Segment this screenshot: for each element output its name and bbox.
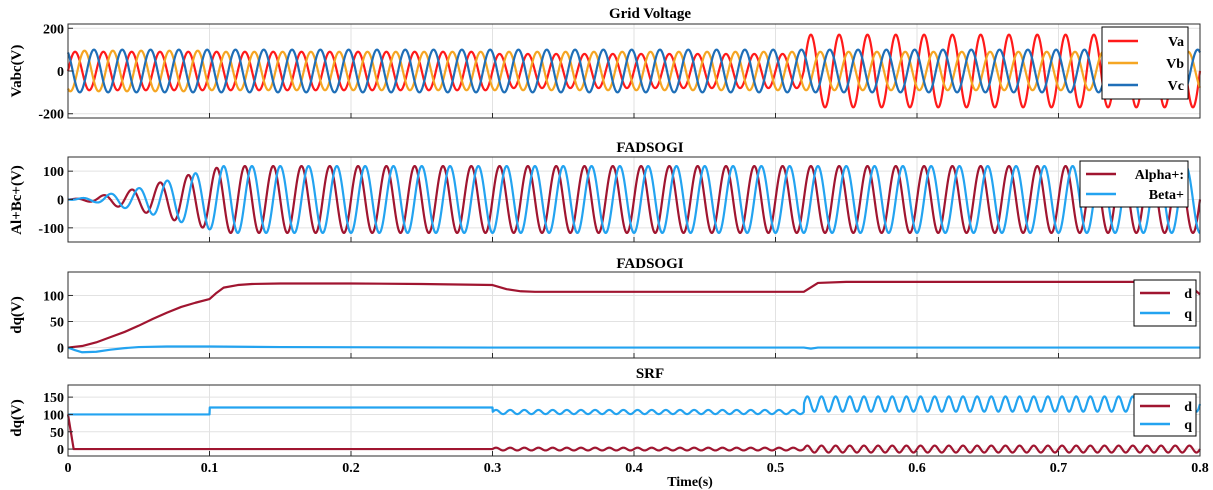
x-axis-label: Time(s) — [667, 475, 713, 490]
x-tick-label: 0.8 — [1191, 461, 1209, 476]
x-tick-label: 0 — [65, 461, 72, 476]
y-tick-label: 0 — [57, 342, 64, 357]
panel-1-legend: Va Vb Vc — [1102, 27, 1188, 99]
legend-label: d — [1184, 287, 1192, 302]
panel-4-legend: dq — [1134, 394, 1196, 436]
legend-label: Vc — [1168, 79, 1184, 94]
panel-2-ylabel: Al+Bc+(V) — [9, 165, 25, 235]
y-tick-label: 50 — [50, 426, 64, 441]
y-tick-label: 150 — [43, 391, 64, 406]
legend-label: Va — [1168, 35, 1184, 50]
x-tick-label: 0.2 — [342, 461, 360, 476]
x-tick-label: 0.3 — [484, 461, 502, 476]
x-tick-labels: 0 0.1 0.2 0.3 0.4 0.5 0.6 0.7 0.8 — [65, 461, 1209, 476]
x-tick-label: 0.7 — [1050, 461, 1068, 476]
panel-fadsogi-ab: FADSOGI Al+Bc+(V) -100 0 100 Alpha+: Beta+ — [9, 140, 1200, 242]
y-tick-label: 100 — [43, 165, 64, 180]
panel-2-title: FADSOGI — [616, 140, 683, 156]
panel-4-title: SRF — [636, 366, 664, 382]
legend-label: Vb — [1166, 57, 1184, 72]
y-tick-label: 100 — [43, 289, 64, 304]
x-tick-label: 0.4 — [625, 461, 643, 476]
y-tick-label: -200 — [38, 108, 64, 123]
x-tick-label: 0.1 — [201, 461, 219, 476]
x-tick-label: 0.5 — [767, 461, 785, 476]
legend-label: d — [1184, 400, 1192, 415]
y-tick-label: 0 — [57, 65, 64, 80]
panel-3-ylabel: dq(V) — [9, 296, 25, 334]
panel-grid-voltage: Grid Voltage Vabc(V) -200 0 200 Va Vb Vc — [9, 6, 1200, 123]
panel-1-ylabel: Vabc(V) — [9, 45, 25, 98]
legend-label: Beta+ — [1149, 188, 1184, 203]
legend-label: Alpha+: — [1135, 168, 1184, 183]
y-tick-label: 50 — [50, 316, 64, 331]
panel-4-grid — [68, 385, 1200, 456]
panel-1-title: Grid Voltage — [609, 6, 691, 22]
panel-3-title: FADSOGI — [616, 256, 683, 272]
panel-3-legend: dq — [1134, 280, 1196, 326]
panel-fadsogi-dq: FADSOGI dq(V) 0 50 100 dq — [9, 256, 1200, 358]
y-tick-label: 0 — [57, 194, 64, 209]
y-tick-label: 200 — [43, 22, 64, 37]
x-tick-label: 0.6 — [908, 461, 926, 476]
legend-label: q — [1184, 418, 1192, 433]
panel-4-ylabel: dq(V) — [9, 399, 25, 437]
y-tick-label: -100 — [38, 222, 64, 237]
y-tick-label: 0 — [57, 443, 64, 458]
y-tick-label: 100 — [43, 408, 64, 423]
legend-label: q — [1184, 307, 1192, 322]
panel-2-legend: Alpha+: Beta+ — [1080, 161, 1188, 207]
